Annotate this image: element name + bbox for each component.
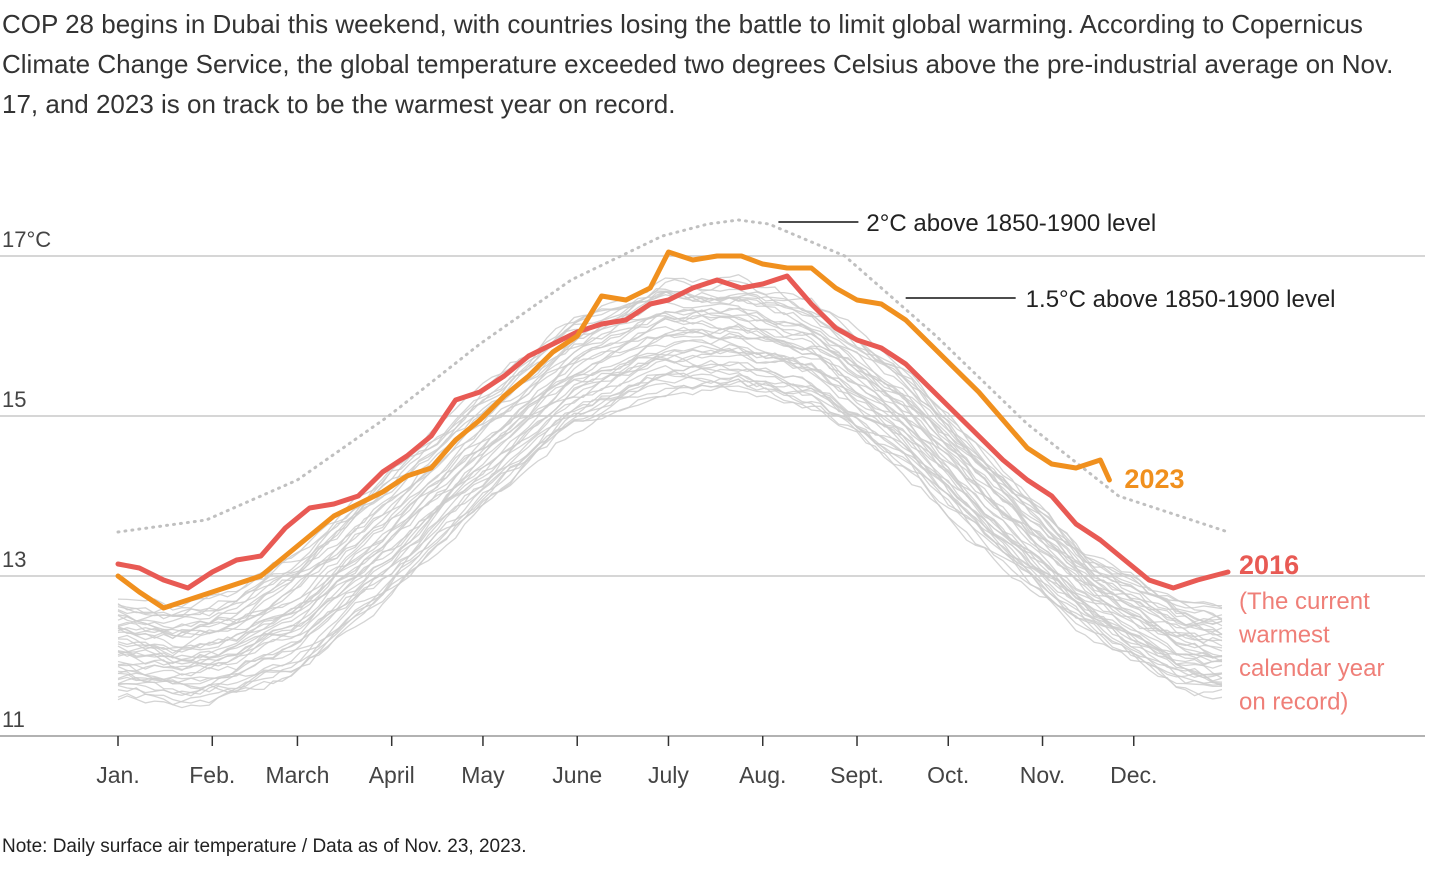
two-degree-line (116, 218, 1230, 534)
historical-year-line (117, 326, 1223, 662)
historical-year-line (117, 373, 1223, 696)
historical-year-line (117, 315, 1223, 653)
annotations: 2°C above 1850-1900 level 1.5°C above 185… (778, 210, 1384, 716)
label-2016-note-line: calendar year (1239, 655, 1384, 682)
x-tick-label: Jan. (96, 762, 139, 788)
historical-year-line (117, 286, 1223, 617)
historical-year-line (117, 363, 1223, 680)
historical-year-line (117, 372, 1223, 693)
label-2016-note-line: (The current (1239, 588, 1370, 615)
x-axis: Jan. Feb. March April May June July Aug. Sept. Oc… (96, 736, 1157, 788)
x-tick-label: Nov. (1020, 762, 1066, 788)
x-tick-label: June (552, 762, 602, 788)
historical-year-line (117, 309, 1223, 640)
two-degree-line-group (116, 218, 1230, 534)
historical-year-line (117, 328, 1223, 663)
y-tick-label: 17°C (2, 227, 51, 252)
x-tick-label: Feb. (189, 762, 235, 788)
historical-year-line (117, 354, 1223, 683)
series-2016-line (115, 273, 1231, 591)
historical-year-line (117, 338, 1223, 666)
x-tick-label: May (461, 762, 505, 788)
x-tick-label: July (648, 762, 689, 788)
y-tick-label: 15 (2, 387, 26, 412)
label-2023: 2023 (1124, 464, 1184, 494)
historical-years-lines (117, 274, 1223, 709)
historical-year-line (117, 378, 1223, 709)
historical-year-line (117, 339, 1223, 666)
x-tick-label: Aug. (739, 762, 786, 788)
historical-year-line (117, 290, 1223, 624)
two-degree-label: 2°C above 1850-1900 level (866, 210, 1156, 237)
historical-year-line (117, 345, 1223, 670)
grid-lines (0, 255, 1425, 737)
label-2016: 2016 (1239, 550, 1299, 580)
historical-year-line (117, 329, 1223, 661)
x-tick-label: Dec. (1110, 762, 1157, 788)
x-tick-label: Oct. (927, 762, 969, 788)
x-tick-label: March (265, 762, 329, 788)
label-2016-note-line: warmest (1238, 622, 1330, 649)
historical-year-line (117, 290, 1223, 620)
y-axis: 17°C 15 13 11 (2, 227, 51, 732)
x-tick-label: Sept. (830, 762, 884, 788)
historical-year-line (117, 373, 1223, 685)
x-tick-label: April (369, 762, 415, 788)
historical-year-line (117, 274, 1223, 620)
intro-text: COP 28 begins in Dubai this weekend, wit… (2, 9, 1394, 119)
historical-year-line (117, 318, 1223, 655)
historical-year-line (117, 312, 1223, 644)
highlight-series (115, 249, 1231, 611)
series-2023-line (115, 249, 1112, 611)
note-text: Note: Daily surface air temperature / Da… (2, 836, 527, 857)
historical-year-line (117, 278, 1223, 611)
historical-year-line (117, 349, 1223, 672)
y-tick-label: 11 (2, 707, 25, 732)
historical-year-line (117, 367, 1223, 695)
y-tick-label: 13 (2, 547, 26, 572)
historical-year-line (117, 354, 1223, 680)
historical-year-line (117, 384, 1223, 704)
label-2016-note-line: on record) (1239, 689, 1348, 716)
one-point-five-label: 1.5°C above 1850-1900 level (1026, 286, 1336, 313)
